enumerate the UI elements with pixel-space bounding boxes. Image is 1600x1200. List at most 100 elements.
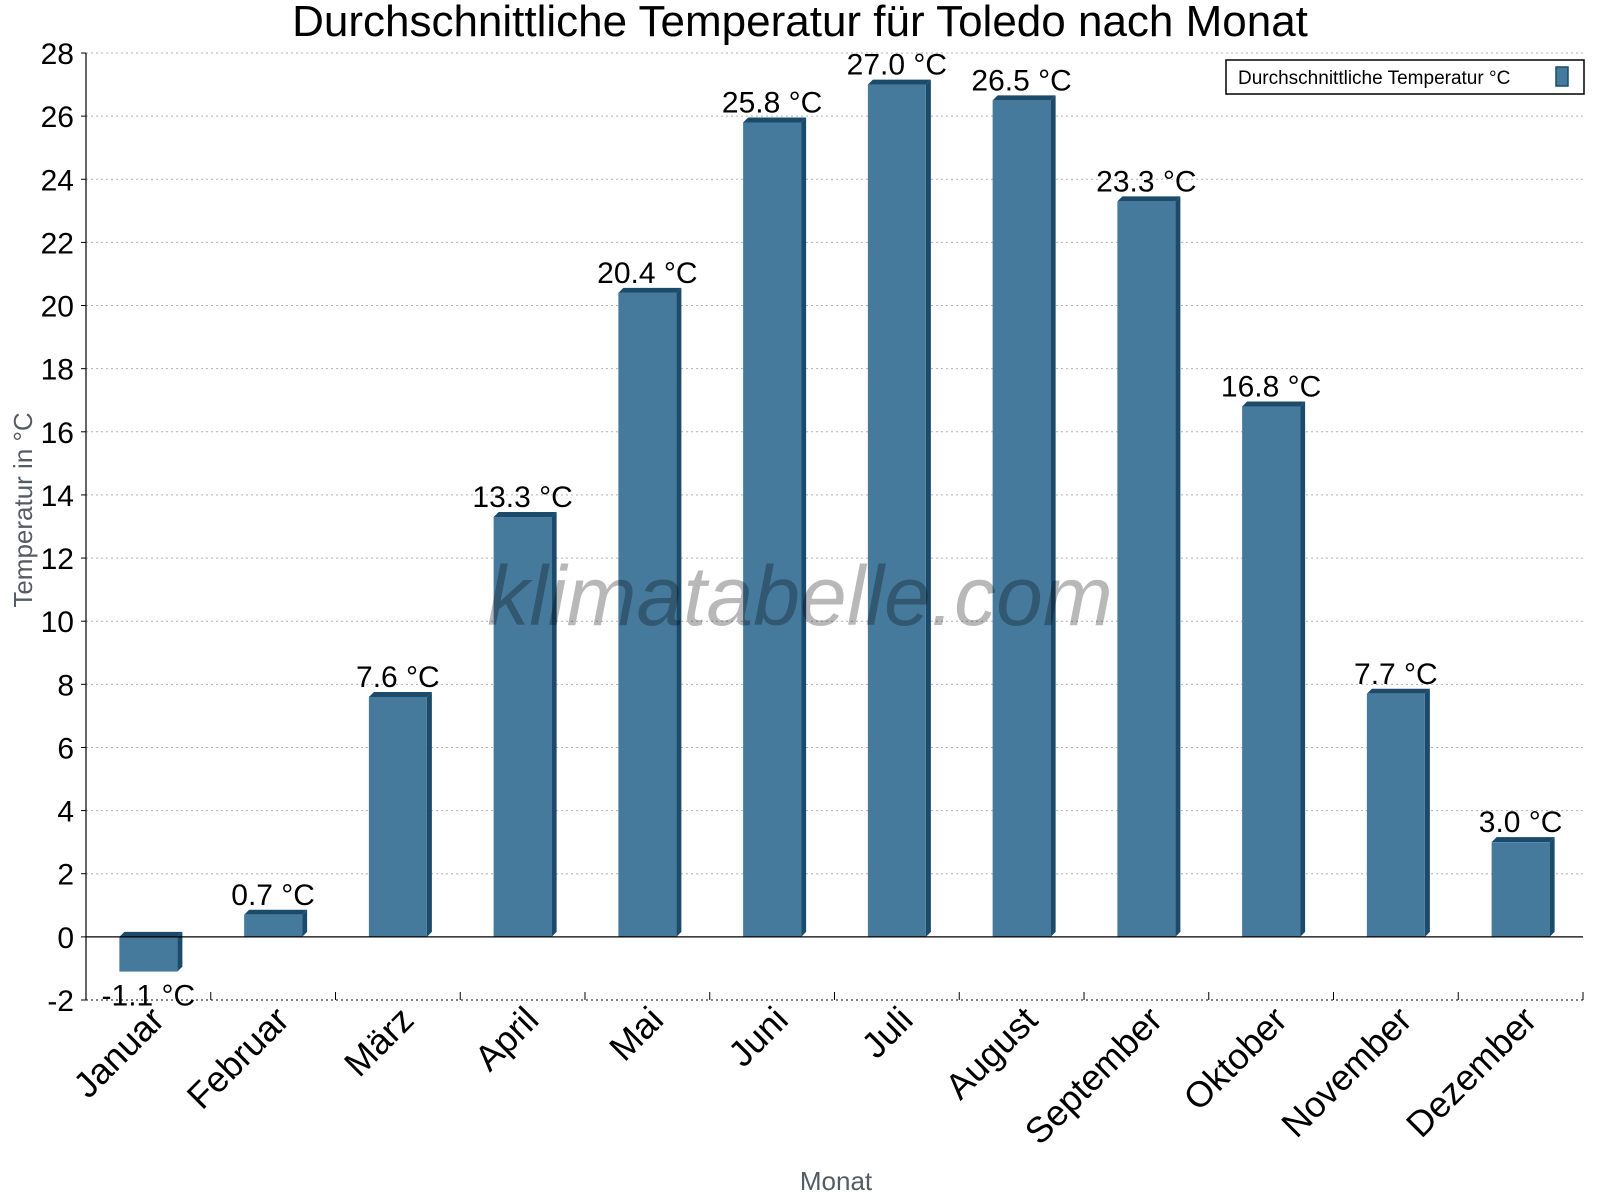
x-axis-label: Monat (800, 1166, 873, 1196)
data-label: 7.7 °C (1354, 658, 1438, 691)
bar-side (1050, 95, 1056, 937)
x-tick-label: September (1017, 999, 1171, 1153)
bar-front (867, 84, 926, 937)
data-label: 25.8 °C (722, 86, 822, 119)
legend-entry-label: Durchschnittliche Temperatur °C (1238, 68, 1510, 89)
x-tick-label: Mai (601, 999, 671, 1069)
bar-top (1242, 401, 1306, 407)
bar-front (618, 292, 677, 937)
x-tick-label: Februar (179, 999, 297, 1117)
watermark: klimatabelle.com (487, 549, 1113, 643)
y-tick-label: 10 (41, 606, 74, 639)
bar-top (1366, 688, 1430, 694)
data-label: 0.7 °C (231, 879, 315, 912)
y-tick-label: 22 (41, 227, 74, 260)
x-tick-label: Oktober (1175, 999, 1295, 1119)
data-label: 27.0 °C (847, 49, 947, 82)
bar-top (119, 931, 183, 937)
y-tick-label: 8 (57, 669, 74, 702)
bar-front (1366, 693, 1425, 937)
y-tick-label: 0 (57, 922, 74, 955)
x-tick-labels: Januar Februar März April Mai Juni Juli AugustS… (65, 999, 1544, 1153)
bar-side (925, 79, 931, 937)
bar-top (743, 117, 807, 123)
bar-top (992, 95, 1056, 101)
bar-side (302, 909, 308, 937)
data-label: -1.1 °C (102, 980, 196, 1013)
bar-top (618, 287, 682, 293)
bar (992, 95, 1056, 937)
bar (244, 909, 308, 937)
bar-top (493, 512, 557, 518)
legend-swatch (1555, 66, 1569, 87)
bar (119, 931, 183, 972)
bar-side (1424, 688, 1430, 937)
bar-top (244, 909, 308, 915)
bar-top (1491, 837, 1555, 843)
y-tick-label: 14 (41, 480, 74, 513)
y-tick-label: 16 (41, 417, 74, 450)
x-tick-label: April (466, 999, 546, 1079)
bar (1491, 837, 1555, 937)
y-tick-label: 28 (41, 38, 74, 71)
y-tick-label: -2 (47, 985, 74, 1018)
bar-side (426, 691, 432, 937)
y-tick-label: 6 (57, 732, 74, 765)
gridlines (86, 52, 1583, 875)
bar-side (1175, 196, 1181, 937)
data-labels: -1.1 °C 0.7 °C 7.6 °C 13.3 °C 20.4 °C 25.8 °C… (102, 49, 1563, 1013)
bar-top (1117, 196, 1181, 202)
data-label: 3.0 °C (1479, 806, 1563, 839)
data-label: 16.8 °C (1221, 371, 1321, 404)
bar (493, 512, 557, 937)
y-axis-label: Temperatur in °C (8, 412, 38, 607)
data-label: 20.4 °C (597, 257, 697, 290)
y-tick-label: 20 (41, 291, 74, 324)
bar-side (177, 931, 183, 972)
data-label: 26.5 °C (971, 64, 1071, 97)
chart-title: Durchschnittliche Temperatur für Toledo … (292, 0, 1308, 46)
axes (85, 53, 1584, 1001)
bar-front (1491, 842, 1550, 937)
bar-front (1117, 201, 1176, 937)
x-tick-label: August (937, 999, 1045, 1107)
bar (1366, 688, 1430, 937)
bar-top (368, 691, 432, 697)
x-tick-label: November (1273, 999, 1419, 1145)
legend: Durchschnittliche Temperatur °C (1225, 59, 1585, 95)
bar-side (676, 287, 682, 937)
bar (368, 691, 432, 937)
data-label: 13.3 °C (472, 481, 572, 514)
bar-front (119, 936, 178, 972)
bar (1117, 196, 1181, 937)
bar-front (1242, 406, 1301, 937)
bar-front (743, 122, 802, 937)
bar (618, 287, 682, 937)
legend-box (1225, 59, 1585, 95)
y-tick-label: 2 (57, 859, 74, 892)
x-tick-label: März (336, 999, 422, 1085)
bars (119, 79, 1555, 972)
bar-front (493, 517, 552, 937)
bar-side (801, 117, 807, 937)
bar-front (992, 100, 1051, 937)
y-tick-label: 24 (41, 164, 74, 197)
bar-top (867, 79, 931, 85)
bar-side (1300, 401, 1306, 937)
y-tick-label: 18 (41, 354, 74, 387)
bar-front (368, 696, 427, 937)
bar-side (551, 512, 557, 937)
bar-side (1549, 837, 1555, 937)
y-tick-label: 12 (41, 543, 74, 576)
x-tick-label: Januar (65, 999, 172, 1106)
data-label: 23.3 °C (1096, 165, 1196, 198)
data-label: 7.6 °C (356, 661, 440, 694)
bar (867, 79, 931, 937)
bar (743, 117, 807, 937)
y-tick-label: 4 (57, 796, 74, 829)
x-tick-label: Dezember (1398, 999, 1544, 1145)
y-tick-label: 26 (41, 101, 74, 134)
bar (1242, 401, 1306, 937)
